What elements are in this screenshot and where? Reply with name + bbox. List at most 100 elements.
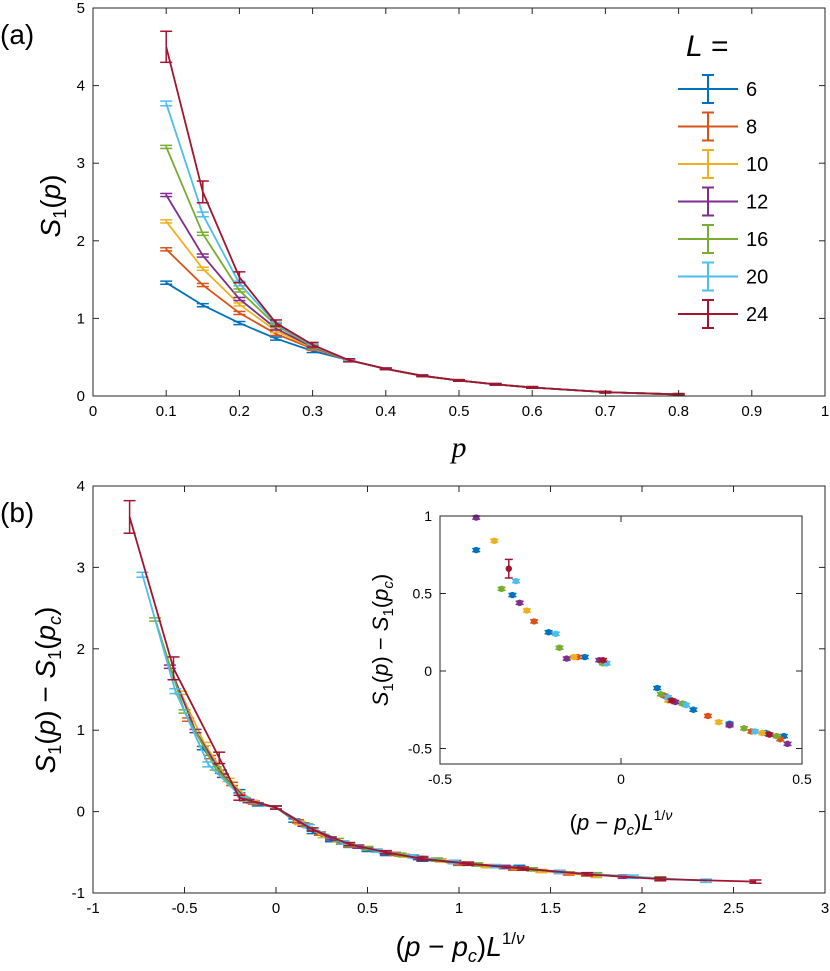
a-xtick-label: 0.6 [522, 403, 543, 420]
b-point-24 [213, 751, 226, 765]
b-ytick-label: 2 [77, 641, 85, 658]
a-point-8 [233, 310, 246, 316]
a-xtick-label: 0.8 [668, 403, 689, 420]
legend-item-20: 20 [678, 261, 768, 292]
b-series-24 [123, 499, 762, 884]
b-inset-point-10 [714, 718, 723, 726]
a-xtick-label: 0.5 [449, 403, 470, 420]
b-inset-series-24 [504, 558, 774, 738]
data-marker [512, 577, 520, 585]
a-ytick-label: 5 [77, 0, 85, 17]
b-inset-ytick-label: -0.5 [408, 741, 432, 757]
b-inset-point-6 [508, 591, 517, 599]
b-inset-point-20 [512, 577, 521, 585]
data-marker [766, 731, 773, 738]
inset-background [423, 503, 805, 766]
data-marker [581, 653, 588, 661]
a-point-24 [526, 385, 539, 389]
legend-item-12: 12 [678, 186, 768, 217]
a-point-24 [343, 358, 356, 363]
b-point-24 [749, 879, 762, 884]
b-inset-point-12 [725, 722, 734, 729]
b-xtick-label: 2 [638, 900, 646, 917]
inset-ylabel: S1(p) − S1(pc) [368, 574, 397, 706]
svg-text:S1(p) − S1(pc): S1(p) − S1(pc) [368, 574, 397, 706]
inset-ticks: -0.5 0 0.5 -0.5 0 0.5 1 [408, 508, 812, 787]
a-line-20 [165, 103, 679, 396]
b-inset-point-16 [656, 691, 665, 698]
b-inset-xtick-label: 0 [617, 771, 625, 787]
a-ytick-label: 2 [77, 233, 85, 250]
data-marker [552, 630, 560, 637]
legend-item-10: 10 [678, 149, 768, 179]
b-point-24 [581, 871, 594, 877]
data-marker [491, 537, 498, 544]
a-point-16 [160, 144, 173, 150]
a-ytick-label: 3 [77, 155, 85, 172]
b-inset-point-24 [667, 697, 676, 704]
b-inset-point-12 [562, 655, 571, 662]
b-xtick-label: 1.5 [540, 900, 561, 917]
panel-b-ylabel: S1(p) − S1(pc) [30, 607, 65, 774]
a-point-6 [160, 280, 173, 286]
legend-item-16: 16 [678, 224, 768, 254]
b-ytick-label: 3 [77, 559, 85, 576]
b-point-24 [462, 861, 475, 867]
panel-b-plot-area [123, 499, 762, 884]
data-marker [509, 591, 516, 599]
a-point-6 [233, 320, 246, 326]
data-marker [751, 728, 759, 735]
b-xtick-label: 0 [272, 900, 280, 917]
b-point-24 [379, 849, 392, 855]
b-inset-point-24 [598, 656, 607, 664]
a-xtick-label: 0.2 [229, 403, 250, 420]
a-point-20 [160, 100, 173, 107]
a-point-8 [196, 282, 209, 288]
a-point-24 [416, 374, 429, 378]
legend-label: 8 [746, 117, 757, 139]
a-point-12 [160, 192, 173, 198]
b-inset-point-24 [765, 731, 774, 738]
legend-item-8: 8 [678, 111, 757, 142]
legend-label: 20 [746, 267, 768, 289]
b-inset-point-10 [758, 729, 767, 737]
b-ytick-label: -1 [72, 885, 85, 902]
a-xtick-label: 0.3 [302, 403, 323, 420]
b-inset-point-8 [703, 712, 712, 720]
data-marker [473, 546, 480, 554]
panel-b-label: (b) [0, 497, 34, 528]
b-point-20 [169, 687, 182, 695]
a-ytick-label: 1 [77, 310, 85, 327]
data-marker [740, 725, 748, 732]
b-point-24 [306, 827, 319, 832]
b-inset-point-24 [504, 558, 513, 579]
b-inset-point-6 [580, 653, 589, 661]
a-point-10 [196, 266, 209, 272]
b-inset-point-10 [522, 607, 531, 614]
a-xtick-label: 0 [89, 403, 97, 420]
b-inset-point-12 [472, 514, 481, 521]
a-xtick-label: 0.4 [375, 403, 396, 420]
a-line-24 [165, 46, 679, 396]
panel-a-legend: L = 6 8 10 12 16 20 24 [678, 30, 768, 329]
b-point-20 [202, 761, 215, 768]
data-marker [715, 718, 722, 726]
data-marker [784, 740, 791, 748]
b-inset-point-16 [497, 585, 506, 593]
data-marker [758, 729, 766, 737]
a-point-12 [196, 253, 209, 258]
data-marker [704, 712, 712, 720]
b-point-24 [233, 794, 246, 801]
panel-a-ylabel: S1(p) [35, 175, 70, 238]
a-point-24 [453, 378, 465, 383]
b-xtick-label: 1 [455, 900, 463, 917]
b-inset-point-12 [515, 599, 524, 606]
b-inset-ytick-label: 1 [424, 508, 432, 524]
b-point-24 [123, 499, 136, 534]
a-point-24 [196, 180, 209, 204]
a-point-24 [489, 382, 502, 386]
data-marker [505, 565, 512, 572]
b-inset-series-12 [472, 514, 792, 748]
a-xtick-label: 0.9 [741, 403, 762, 420]
